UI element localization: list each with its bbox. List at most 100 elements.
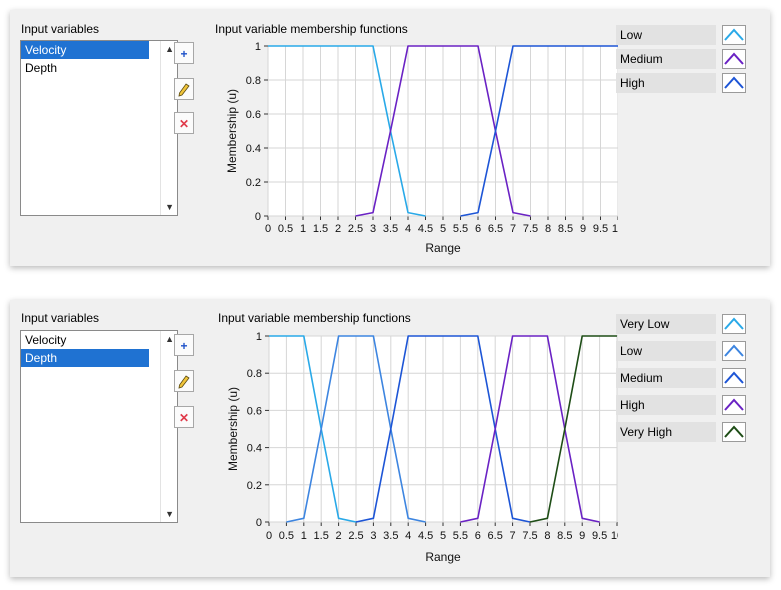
legend-item-medium[interactable]: Medium — [616, 49, 748, 69]
x-tick-label: 7 — [510, 530, 516, 542]
y-tick-label: 0.4 — [247, 443, 262, 455]
legend-swatch-icon[interactable] — [722, 368, 746, 388]
x-tick-label: 5 — [440, 530, 446, 542]
scroll-down-icon[interactable]: ▼ — [165, 509, 174, 519]
x-tick-label: 3 — [370, 530, 376, 542]
x-tick-label: 4 — [405, 223, 411, 235]
x-tick-label: 1.5 — [314, 530, 329, 542]
delete-variable-button[interactable]: ✕ — [174, 112, 194, 134]
listbox-scrollbar[interactable]: ▲ ▼ — [160, 41, 177, 215]
legend-swatch-icon[interactable] — [722, 341, 746, 361]
legend-item-high[interactable]: High — [616, 73, 748, 93]
series-line-medium — [355, 45, 531, 217]
edit-variable-button[interactable] — [174, 78, 194, 100]
y-tick-label: 0.4 — [246, 143, 261, 155]
legend-item-high[interactable]: High — [616, 395, 748, 415]
membership-panel-depth: Input variables Velocity Depth ▲ ▼ + ✕ I… — [10, 300, 770, 577]
add-variable-button[interactable]: + — [174, 42, 194, 64]
x-tick-label: 8.5 — [557, 530, 572, 542]
legend-label: Very High — [616, 422, 716, 442]
x-tick-label: 0 — [265, 223, 271, 235]
x-tick-label: 1.5 — [313, 223, 328, 235]
x-tick-label: 4 — [405, 530, 411, 542]
x-tick-label: 2 — [336, 530, 342, 542]
delete-variable-button[interactable]: ✕ — [174, 406, 194, 428]
x-tick-label: 7 — [510, 223, 516, 235]
legend-swatch-icon[interactable] — [722, 422, 746, 442]
input-variables-listbox[interactable]: Velocity Depth ▲ ▼ — [20, 40, 178, 216]
x-tick-label: 9.5 — [592, 530, 607, 542]
x-tick-label: 5.5 — [453, 530, 468, 542]
x-tick-label: 9 — [579, 530, 585, 542]
legend-label: Low — [616, 341, 716, 361]
close-icon: ✕ — [178, 411, 190, 425]
x-tick-label: 7.5 — [523, 223, 538, 235]
pencil-icon — [178, 375, 190, 389]
x-tick-label: 5.5 — [453, 223, 468, 235]
x-tick-label: 8 — [544, 530, 550, 542]
x-tick-label: 5 — [440, 223, 446, 235]
y-tick-label: 1 — [256, 331, 262, 343]
membership-chart-depth: 0 0.5 1 1.5 2 2.5 3 3.5 4 4.5 5 5.5 6 6.5 7 7.5 8 8.5 9 9.5… — [226, 331, 618, 564]
input-variables-listbox[interactable]: Velocity Depth ▲ ▼ — [20, 330, 178, 523]
x-tick-label: 6 — [475, 530, 481, 542]
legend-swatch-icon[interactable] — [722, 49, 746, 69]
y-tick-label: 1 — [255, 41, 261, 53]
x-tick-label: 6.5 — [488, 530, 503, 542]
y-tick-label: 0 — [256, 517, 262, 529]
legend-swatch-icon[interactable] — [722, 73, 746, 93]
list-item-depth[interactable]: Depth — [25, 61, 58, 75]
x-tick-label: 1 — [301, 530, 307, 542]
y-tick-label: 0 — [255, 211, 261, 223]
y-axis-label: Membership (u) — [225, 89, 239, 173]
legend-item-low[interactable]: Low — [616, 341, 748, 361]
x-tick-label: 9 — [580, 223, 586, 235]
y-tick-label: 0.2 — [247, 480, 262, 492]
x-axis-label: Range — [425, 241, 461, 255]
scroll-up-icon[interactable]: ▲ — [165, 44, 174, 54]
x-tick-label: 3.5 — [383, 530, 398, 542]
edit-variable-button[interactable] — [174, 370, 194, 392]
x-tick-label: 10 — [611, 530, 618, 542]
x-tick-label: 7.5 — [522, 530, 537, 542]
x-axis-label: Range — [425, 550, 461, 564]
x-tick-label: 2.5 — [348, 223, 363, 235]
legend-swatch-icon[interactable] — [722, 395, 746, 415]
legend-item-low[interactable]: Low — [616, 25, 748, 45]
legend-item-very-high[interactable]: Very High — [616, 422, 748, 442]
close-icon: ✕ — [178, 117, 190, 131]
x-tick-label: 0.5 — [279, 530, 294, 542]
legend-label: High — [616, 395, 716, 415]
chart-title: Input variable membership functions — [215, 22, 408, 36]
y-tick-label: 0.8 — [246, 75, 261, 87]
legend-swatch-icon[interactable] — [722, 25, 746, 45]
x-tick-label: 0 — [266, 530, 272, 542]
legend-item-very-low[interactable]: Very Low — [616, 314, 748, 334]
listbox-scrollbar[interactable]: ▲ ▼ — [160, 331, 177, 522]
x-tick-label: 10 — [612, 223, 618, 235]
list-item-velocity[interactable]: Velocity — [21, 41, 149, 59]
list-item-velocity[interactable]: Velocity — [25, 333, 67, 347]
scroll-up-icon[interactable]: ▲ — [165, 334, 174, 344]
series-line-very-high — [529, 335, 617, 523]
scroll-down-icon[interactable]: ▼ — [165, 202, 174, 212]
x-tick-label: 1 — [300, 223, 306, 235]
x-tick-label: 2.5 — [348, 530, 363, 542]
plus-icon: + — [180, 47, 188, 61]
list-item-depth[interactable]: Depth — [21, 349, 149, 367]
plus-icon: + — [180, 339, 188, 353]
add-variable-button[interactable]: + — [174, 334, 194, 356]
legend-item-medium[interactable]: Medium — [616, 368, 748, 388]
legend-swatch-icon[interactable] — [722, 314, 746, 334]
y-tick-label: 0.8 — [247, 368, 262, 380]
x-tick-label: 2 — [335, 223, 341, 235]
x-tick-label: 9.5 — [593, 223, 608, 235]
x-tick-label: 8.5 — [558, 223, 573, 235]
y-tick-label: 0.6 — [247, 405, 262, 417]
series-line-low — [286, 335, 426, 523]
y-axis-label: Membership (u) — [226, 387, 240, 471]
legend-label: Medium — [616, 49, 716, 69]
x-tick-label: 6.5 — [488, 223, 503, 235]
membership-chart-velocity: 0 0.5 1 1.5 2 2.5 3 3.5 4 4.5 5 5.5 6 6.5 7 7.5 8 8.5 9 9.5… — [225, 41, 618, 255]
y-tick-label: 0.2 — [246, 177, 261, 189]
